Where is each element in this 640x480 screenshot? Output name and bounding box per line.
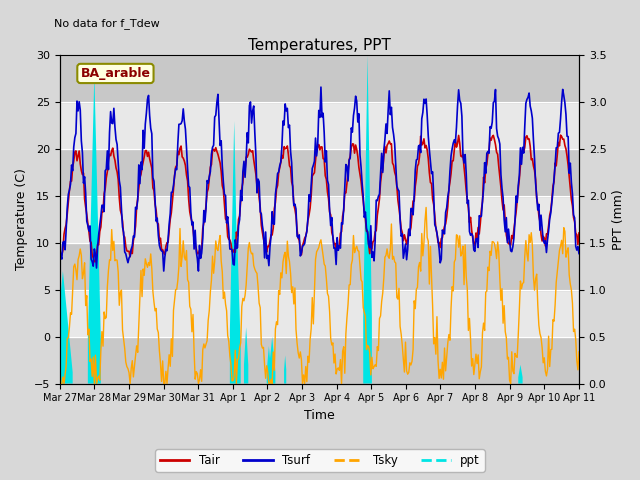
Y-axis label: Temperature (C): Temperature (C) — [15, 168, 28, 270]
Bar — [60, 336, 579, 384]
Text: No data for f_Tdew: No data for f_Tdew — [54, 18, 160, 29]
Bar — [60, 149, 579, 196]
X-axis label: Time: Time — [304, 409, 335, 422]
Bar — [60, 243, 579, 290]
Y-axis label: PPT (mm): PPT (mm) — [612, 189, 625, 250]
Text: BA_arable: BA_arable — [81, 67, 150, 80]
Bar — [60, 196, 579, 243]
Title: Temperatures, PPT: Temperatures, PPT — [248, 38, 391, 53]
Bar — [60, 102, 579, 149]
Bar — [60, 56, 579, 102]
Bar — [60, 290, 579, 336]
Legend: Tair, Tsurf, Tsky, ppt: Tair, Tsurf, Tsky, ppt — [155, 449, 485, 472]
